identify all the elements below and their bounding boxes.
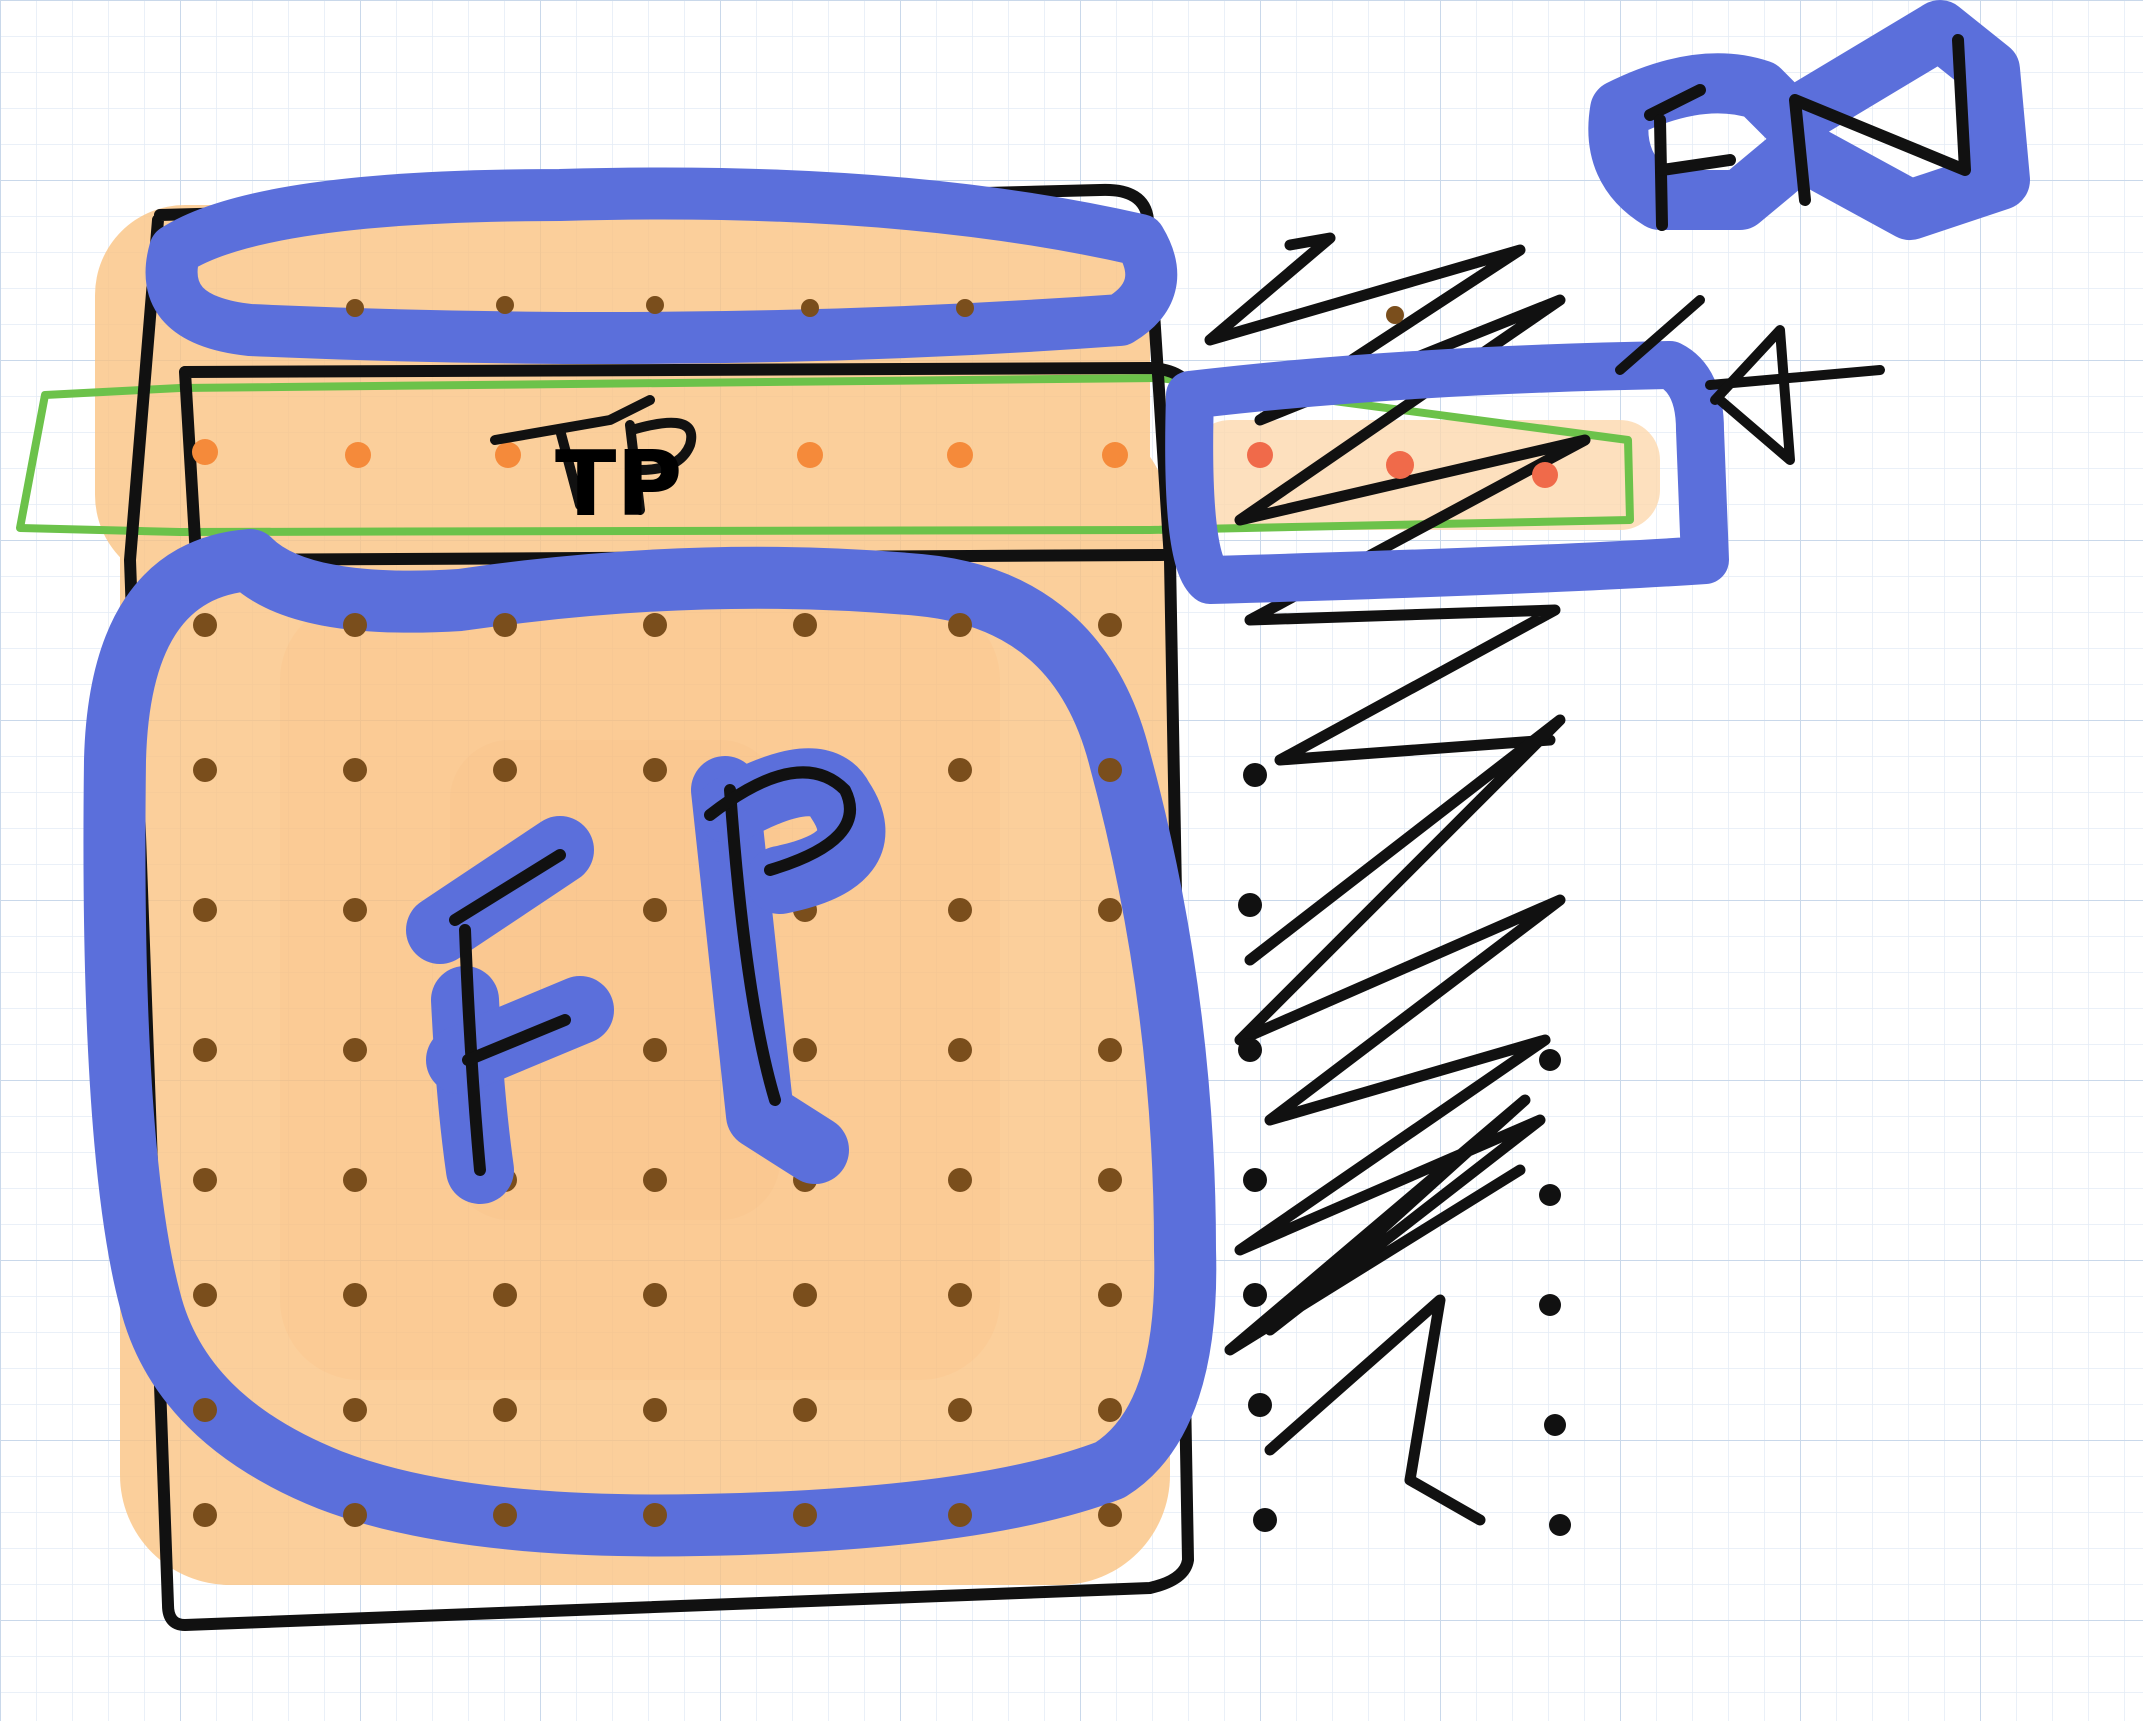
- body-dot: [343, 758, 367, 782]
- body-dot: [643, 898, 667, 922]
- hatch-strokes: [1204, 232, 1591, 1526]
- body-dot: [1098, 1503, 1122, 1527]
- body-dot: [343, 1168, 367, 1192]
- hatch-dots: [1238, 763, 1571, 1536]
- body-dot: [493, 1398, 517, 1422]
- body-dot: [793, 1398, 817, 1422]
- fn-arrow-icon: [1615, 295, 1885, 465]
- body-dot: [343, 613, 367, 637]
- lid-dots: [346, 296, 1404, 324]
- body-dot: [643, 1168, 667, 1192]
- body-dot: [343, 1503, 367, 1527]
- fn-handwriting-ink: [1644, 34, 1971, 231]
- fp-body-blue-outline: [83, 529, 1217, 1557]
- body-dot: [493, 758, 517, 782]
- body-dot: [793, 613, 817, 637]
- body-dot: [193, 1283, 217, 1307]
- tp-label: TP: [555, 432, 682, 537]
- body-dot: [1098, 758, 1122, 782]
- body-dot: [193, 1038, 217, 1062]
- body-dot: [643, 613, 667, 637]
- body-dot: [193, 758, 217, 782]
- body-dot: [793, 1503, 817, 1527]
- body-dot: [643, 1283, 667, 1307]
- body-dot: [493, 1503, 517, 1527]
- body-dot: [793, 1038, 817, 1062]
- body-dot: [948, 898, 972, 922]
- body-dot: [193, 613, 217, 637]
- body-dot: [1098, 1038, 1122, 1062]
- body-dot: [643, 758, 667, 782]
- tp-pointer-dots: [1247, 442, 1558, 488]
- body-dot: [193, 1398, 217, 1422]
- body-dot: [948, 1398, 972, 1422]
- body-dot: [1098, 1168, 1122, 1192]
- body-dot: [343, 1398, 367, 1422]
- body-dot: [493, 1283, 517, 1307]
- body-dot: [793, 1283, 817, 1307]
- body-dot: [193, 1503, 217, 1527]
- body-dot: [948, 613, 972, 637]
- body-dot: [193, 898, 217, 922]
- body-dot: [948, 1168, 972, 1192]
- body-dot: [1098, 1398, 1122, 1422]
- body-dot: [948, 1038, 972, 1062]
- body-dot: [343, 898, 367, 922]
- pointer-blue-outline: [1165, 341, 1729, 604]
- body-dot: [1098, 613, 1122, 637]
- tp-band-dots: [192, 439, 1128, 468]
- body-dot: [643, 1038, 667, 1062]
- body-dot: [1098, 1283, 1122, 1307]
- body-dot: [948, 1503, 972, 1527]
- body-dot: [193, 1168, 217, 1192]
- body-dot: [643, 1398, 667, 1422]
- body-dot: [948, 1283, 972, 1307]
- fn-blue-outline: [1588, 0, 2030, 240]
- body-dot: [948, 758, 972, 782]
- lid-blue-outline: [145, 167, 1178, 364]
- jar-outline: [124, 183, 1194, 1631]
- body-dot: [493, 613, 517, 637]
- body-dot: [1098, 898, 1122, 922]
- body-dot: [343, 1283, 367, 1307]
- green-box-outline: [16, 374, 1634, 536]
- tp-handwriting: [490, 395, 697, 515]
- body-dot: [643, 1503, 667, 1527]
- fp-handwriting-ink: [449, 766, 856, 1176]
- body-dot: [343, 1038, 367, 1062]
